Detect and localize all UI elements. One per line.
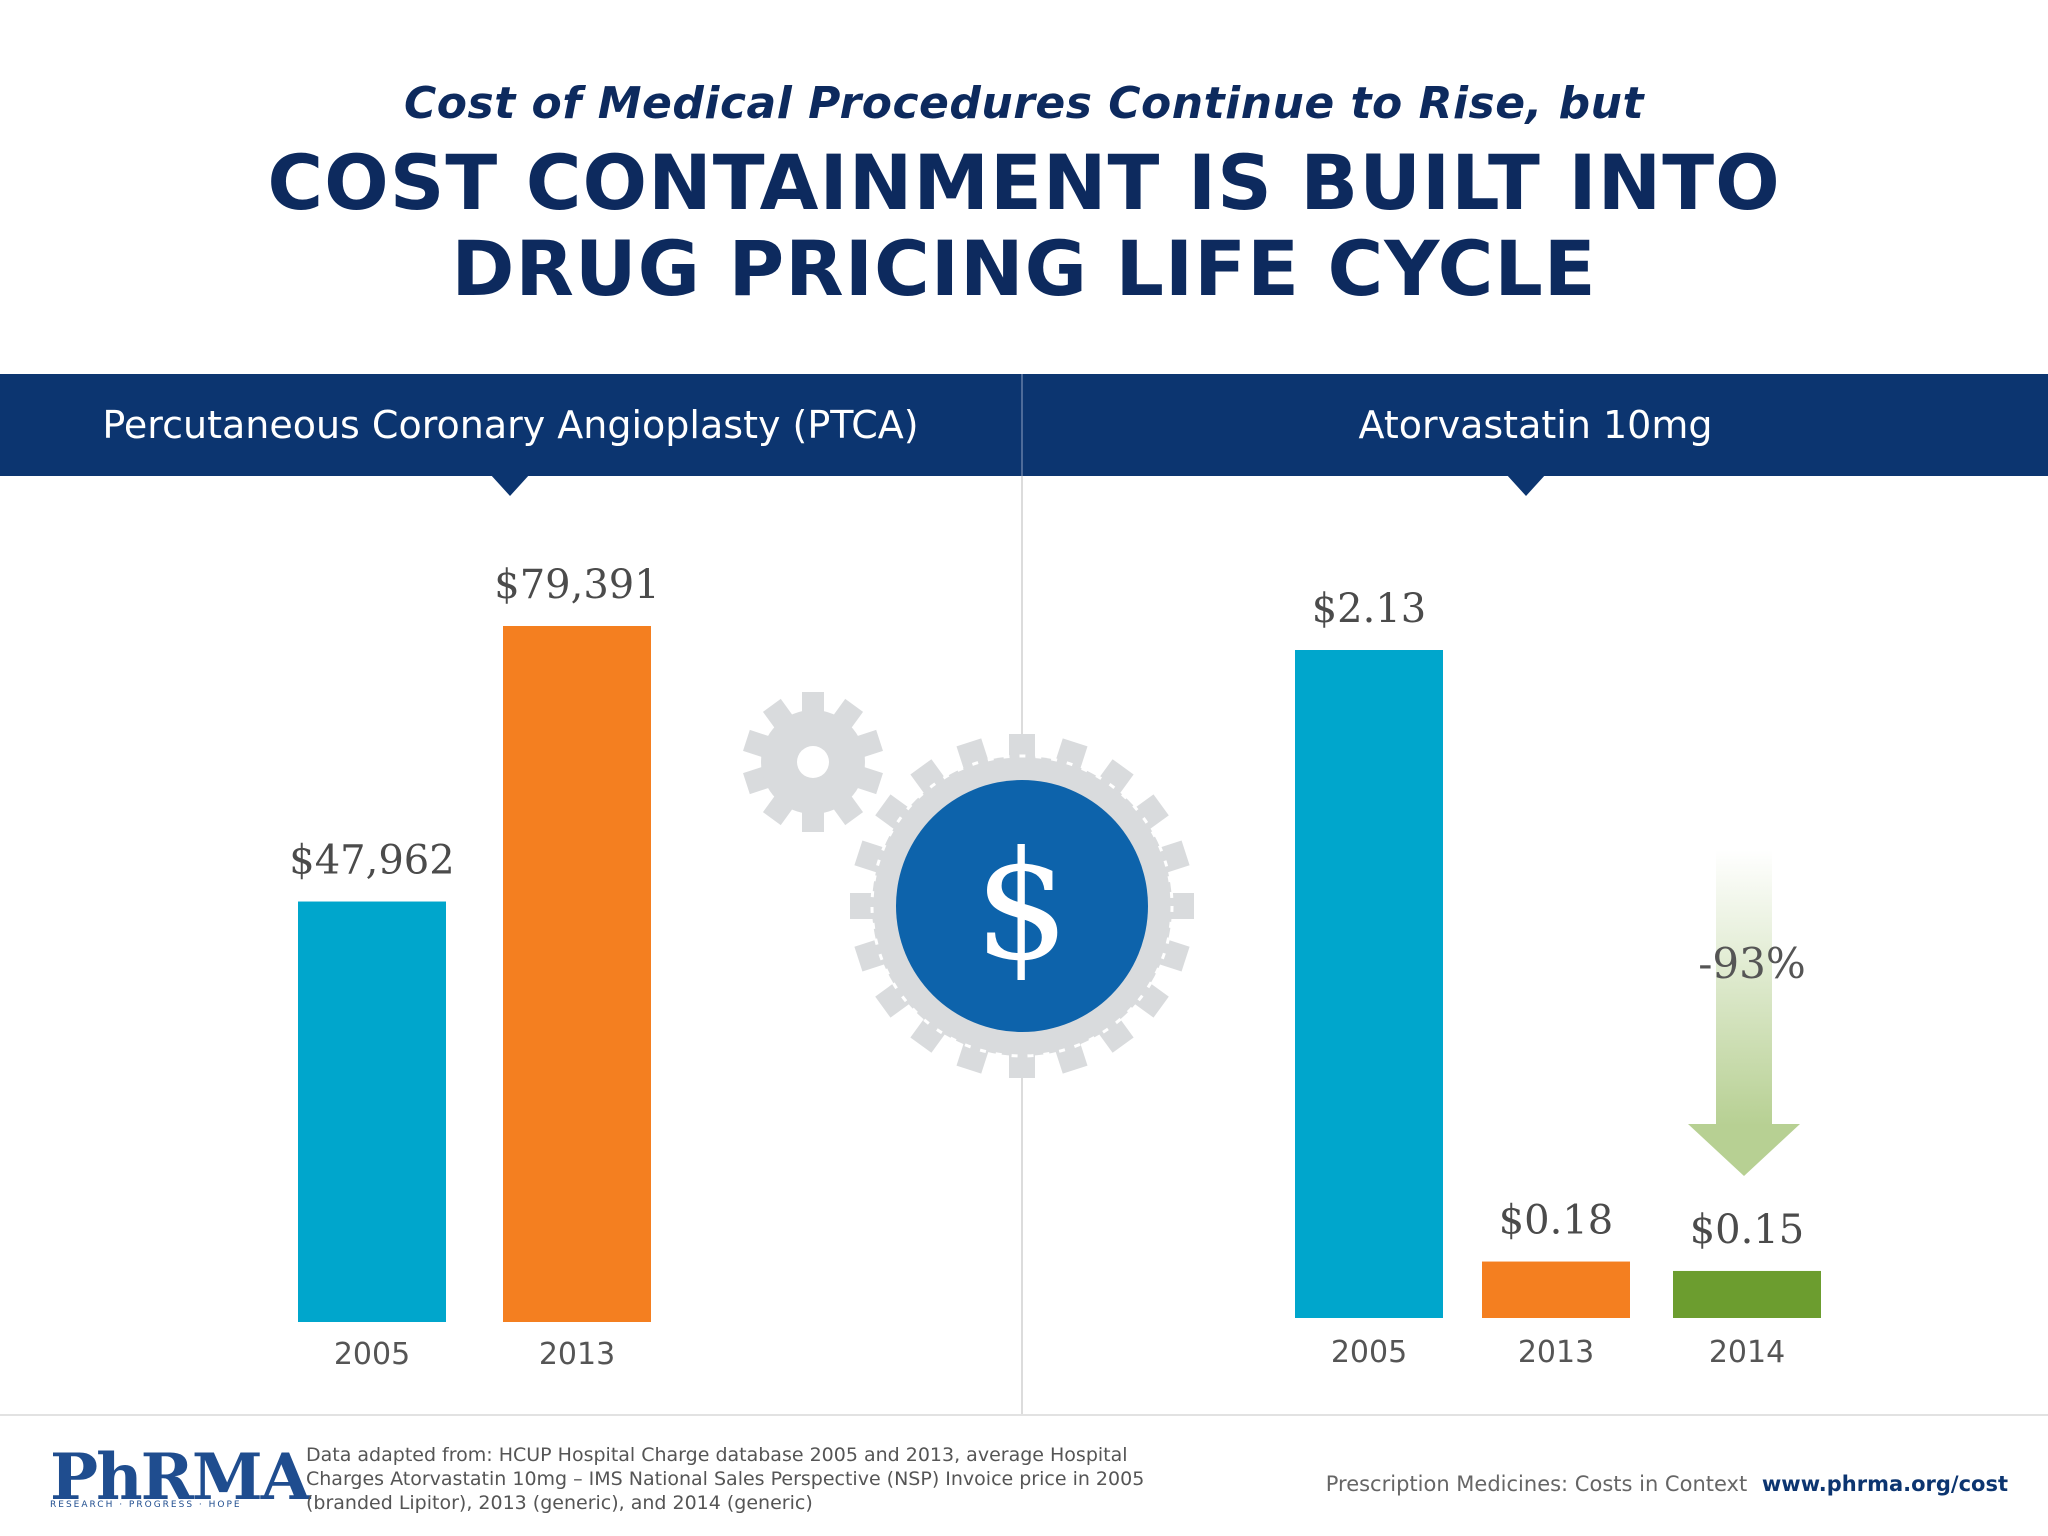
small-gear-icon [743, 692, 883, 832]
value-label-1-2014: $0.15 [1690, 1207, 1805, 1253]
right-panel-title: Atorvastatin 10mg [1358, 403, 1713, 447]
source-note: Data adapted from: HCUP Hospital Charge … [306, 1444, 1145, 1514]
panel-header-band [0, 374, 2048, 476]
category-label-1-2013: 2013 [1518, 1335, 1594, 1370]
percent-change-label: -93% [1698, 939, 1806, 988]
decrease-arrow-icon [1688, 850, 1800, 1176]
left-header-pointer [490, 474, 530, 496]
category-label-1-2014: 2014 [1709, 1335, 1785, 1370]
footer-tagline: Prescription Medicines: Costs in Context… [1326, 1472, 2008, 1496]
category-label-0-2005: 2005 [334, 1337, 410, 1372]
value-label-1-2005: $2.13 [1312, 586, 1427, 632]
chart-subtitle: Cost of Medical Procedures Continue to R… [404, 78, 1644, 129]
value-label-1-2013: $0.18 [1499, 1198, 1614, 1244]
value-label-0-2013: $79,391 [494, 562, 659, 608]
bar-0-2013 [503, 626, 651, 1322]
dollar-gear-icon: $ [850, 734, 1194, 1078]
footer-divider [0, 1414, 2048, 1416]
bar-1-2014 [1673, 1270, 1821, 1318]
band-divider [1021, 374, 1023, 476]
dollar-symbol: $ [974, 820, 1069, 994]
right-header-pointer [1506, 474, 1546, 496]
category-label-0-2013: 2013 [539, 1337, 615, 1372]
phrma-logo-tagline: RESEARCH · PROGRESS · HOPE [50, 1500, 242, 1510]
left-panel-title: Percutaneous Coronary Angioplasty (PTCA) [102, 403, 919, 447]
bar-1-2005 [1295, 650, 1443, 1318]
bar-0-2005 [298, 901, 446, 1322]
tagline-text: Prescription Medicines: Costs in Context [1325, 1472, 1748, 1496]
chart-title-line1: COST CONTAINMENT IS BUILT INTO [267, 138, 1781, 227]
footer-url-link[interactable]: www.phrma.org/cost [1761, 1472, 2008, 1496]
chart-title-line2: DRUG PRICING LIFE CYCLE [451, 224, 1597, 313]
bar-1-2013 [1482, 1261, 1630, 1318]
value-label-0-2005: $47,962 [289, 838, 454, 884]
phrma-logo: PhRMA [50, 1440, 310, 1515]
category-label-1-2005: 2005 [1331, 1335, 1407, 1370]
